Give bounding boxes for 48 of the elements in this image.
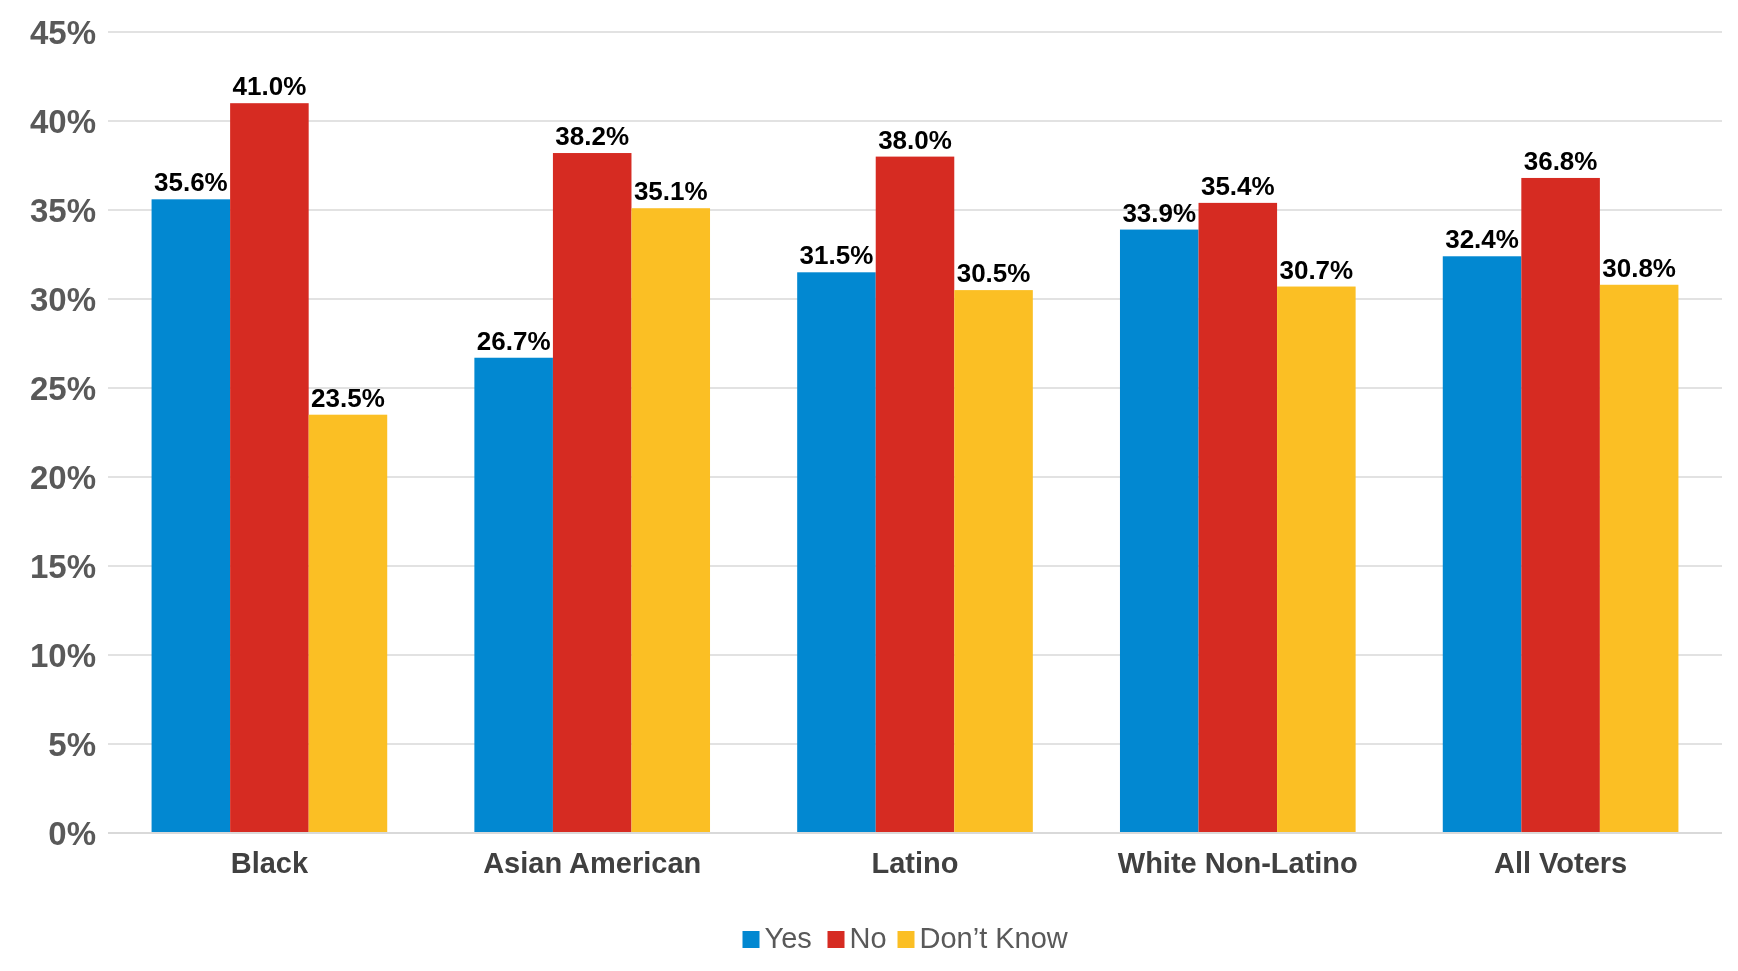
data-label: 30.7% bbox=[1279, 254, 1354, 285]
data-label: 35.4% bbox=[1200, 170, 1275, 201]
data-label: 30.8% bbox=[1602, 252, 1677, 283]
legend-label: Don’t Know bbox=[919, 922, 1069, 954]
data-label: 23.5% bbox=[311, 382, 385, 413]
bar bbox=[308, 414, 388, 833]
bar bbox=[954, 290, 1033, 833]
y-tick-label: 15% bbox=[29, 547, 96, 585]
data-label: 32.4% bbox=[1445, 224, 1519, 255]
bar bbox=[230, 103, 309, 833]
x-tick-label: All Voters bbox=[1493, 847, 1628, 879]
x-tick-label: White Non-Latino bbox=[1117, 847, 1358, 879]
y-tick-label: 25% bbox=[29, 369, 96, 407]
bar bbox=[1521, 177, 1600, 833]
bar bbox=[1277, 286, 1356, 833]
data-label: 36.8% bbox=[1523, 145, 1598, 176]
data-label: 38.0% bbox=[878, 124, 952, 155]
bar bbox=[552, 153, 632, 833]
y-tick-label: 0% bbox=[48, 814, 96, 852]
y-tick-label: 20% bbox=[29, 458, 96, 496]
bar bbox=[1198, 202, 1278, 833]
bar bbox=[631, 208, 711, 833]
data-label: 38.2% bbox=[555, 121, 630, 152]
bar bbox=[151, 199, 231, 833]
y-tick-label: 35% bbox=[29, 191, 96, 229]
x-tick-label: Black bbox=[230, 847, 309, 879]
y-tick-label: 10% bbox=[29, 636, 96, 674]
data-label: 35.6% bbox=[153, 167, 228, 198]
y-tick-label: 30% bbox=[29, 280, 96, 318]
x-tick-label: Asian American bbox=[483, 847, 702, 879]
legend-label: No bbox=[849, 922, 887, 954]
bar bbox=[875, 156, 955, 833]
y-tick-label: 5% bbox=[48, 725, 96, 763]
data-label: 26.7% bbox=[476, 325, 551, 356]
bar bbox=[1599, 284, 1679, 833]
bar bbox=[797, 272, 876, 833]
data-label: 31.5% bbox=[799, 240, 874, 271]
data-label: 41.0% bbox=[232, 71, 307, 102]
legend-label: Yes bbox=[764, 922, 812, 954]
y-tick-label: 40% bbox=[29, 102, 96, 140]
bar bbox=[1119, 229, 1199, 833]
data-label: 30.5% bbox=[956, 258, 1031, 289]
data-label: 35.1% bbox=[633, 176, 708, 207]
bar bbox=[474, 357, 553, 833]
x-tick-label: Latino bbox=[871, 847, 959, 879]
y-tick-label: 45% bbox=[29, 13, 96, 51]
bar bbox=[1442, 256, 1522, 833]
data-label: 33.9% bbox=[1122, 197, 1197, 228]
